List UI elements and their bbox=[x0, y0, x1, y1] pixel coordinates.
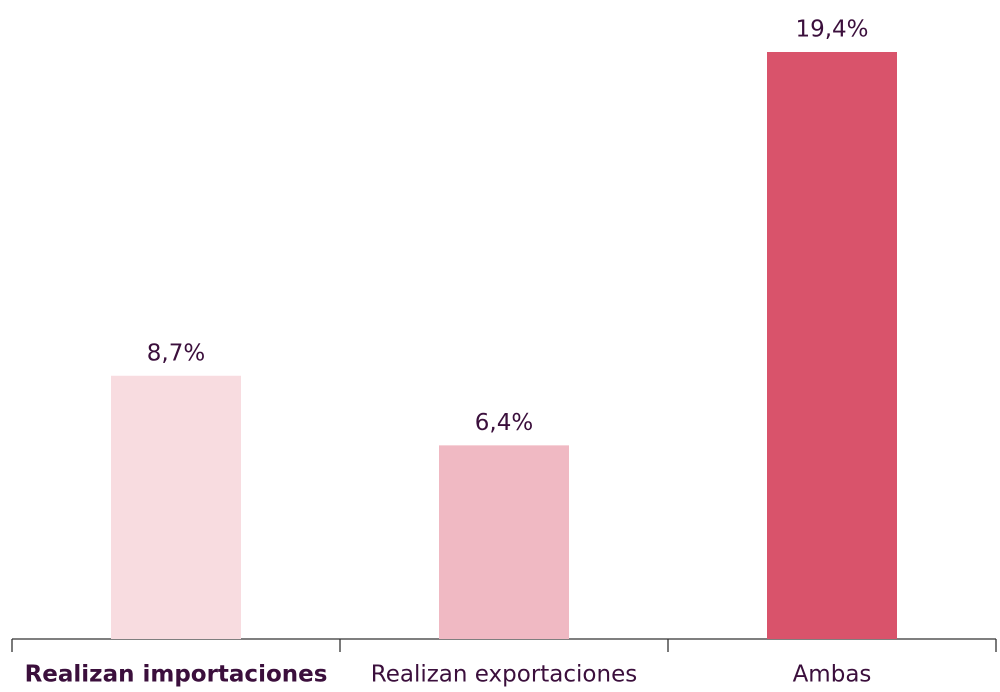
x-tick-label: Realizan importaciones bbox=[25, 662, 328, 688]
value-label: 6,4% bbox=[475, 410, 533, 436]
x-tick-label: Realizan exportaciones bbox=[371, 662, 637, 688]
bar bbox=[439, 445, 569, 639]
x-tick-label: Ambas bbox=[793, 662, 872, 688]
bar bbox=[767, 52, 897, 639]
value-label: 19,4% bbox=[795, 17, 868, 43]
bar bbox=[111, 375, 241, 639]
value-label: 8,7% bbox=[147, 340, 205, 366]
